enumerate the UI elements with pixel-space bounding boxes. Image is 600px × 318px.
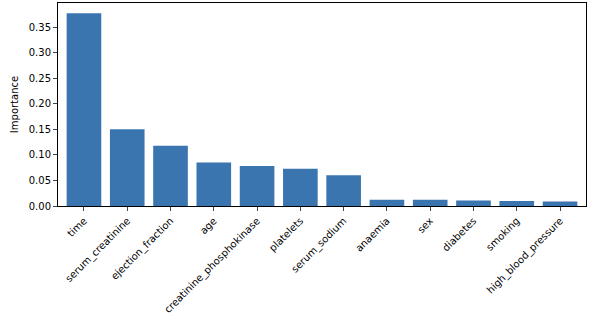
- svg-text:0.15: 0.15: [29, 124, 51, 135]
- svg-text:platelets: platelets: [267, 215, 305, 253]
- svg-text:diabetes: diabetes: [440, 215, 478, 253]
- svg-text:0.30: 0.30: [29, 47, 51, 58]
- svg-text:0.25: 0.25: [29, 73, 51, 84]
- svg-text:creatinine_phosphokinase: creatinine_phosphokinase: [162, 215, 263, 316]
- svg-text:time: time: [65, 215, 89, 239]
- svg-text:age: age: [198, 215, 219, 236]
- svg-text:0.20: 0.20: [29, 98, 51, 109]
- svg-text:0.10: 0.10: [29, 149, 51, 160]
- svg-text:high_blood_pressure: high_blood_pressure: [485, 215, 566, 296]
- svg-text:0.05: 0.05: [29, 175, 51, 186]
- svg-text:sex: sex: [415, 215, 435, 235]
- svg-text:serum_creatinine: serum_creatinine: [63, 215, 133, 285]
- svg-text:Importance: Importance: [9, 76, 20, 133]
- svg-text:0.35: 0.35: [29, 22, 51, 33]
- svg-text:serum_sodium: serum_sodium: [289, 215, 349, 275]
- svg-text:0.00: 0.00: [29, 201, 51, 212]
- svg-text:ejection_fraction: ejection_fraction: [109, 215, 176, 282]
- svg-text:smoking: smoking: [484, 215, 522, 253]
- svg-text:anaemia: anaemia: [353, 215, 391, 253]
